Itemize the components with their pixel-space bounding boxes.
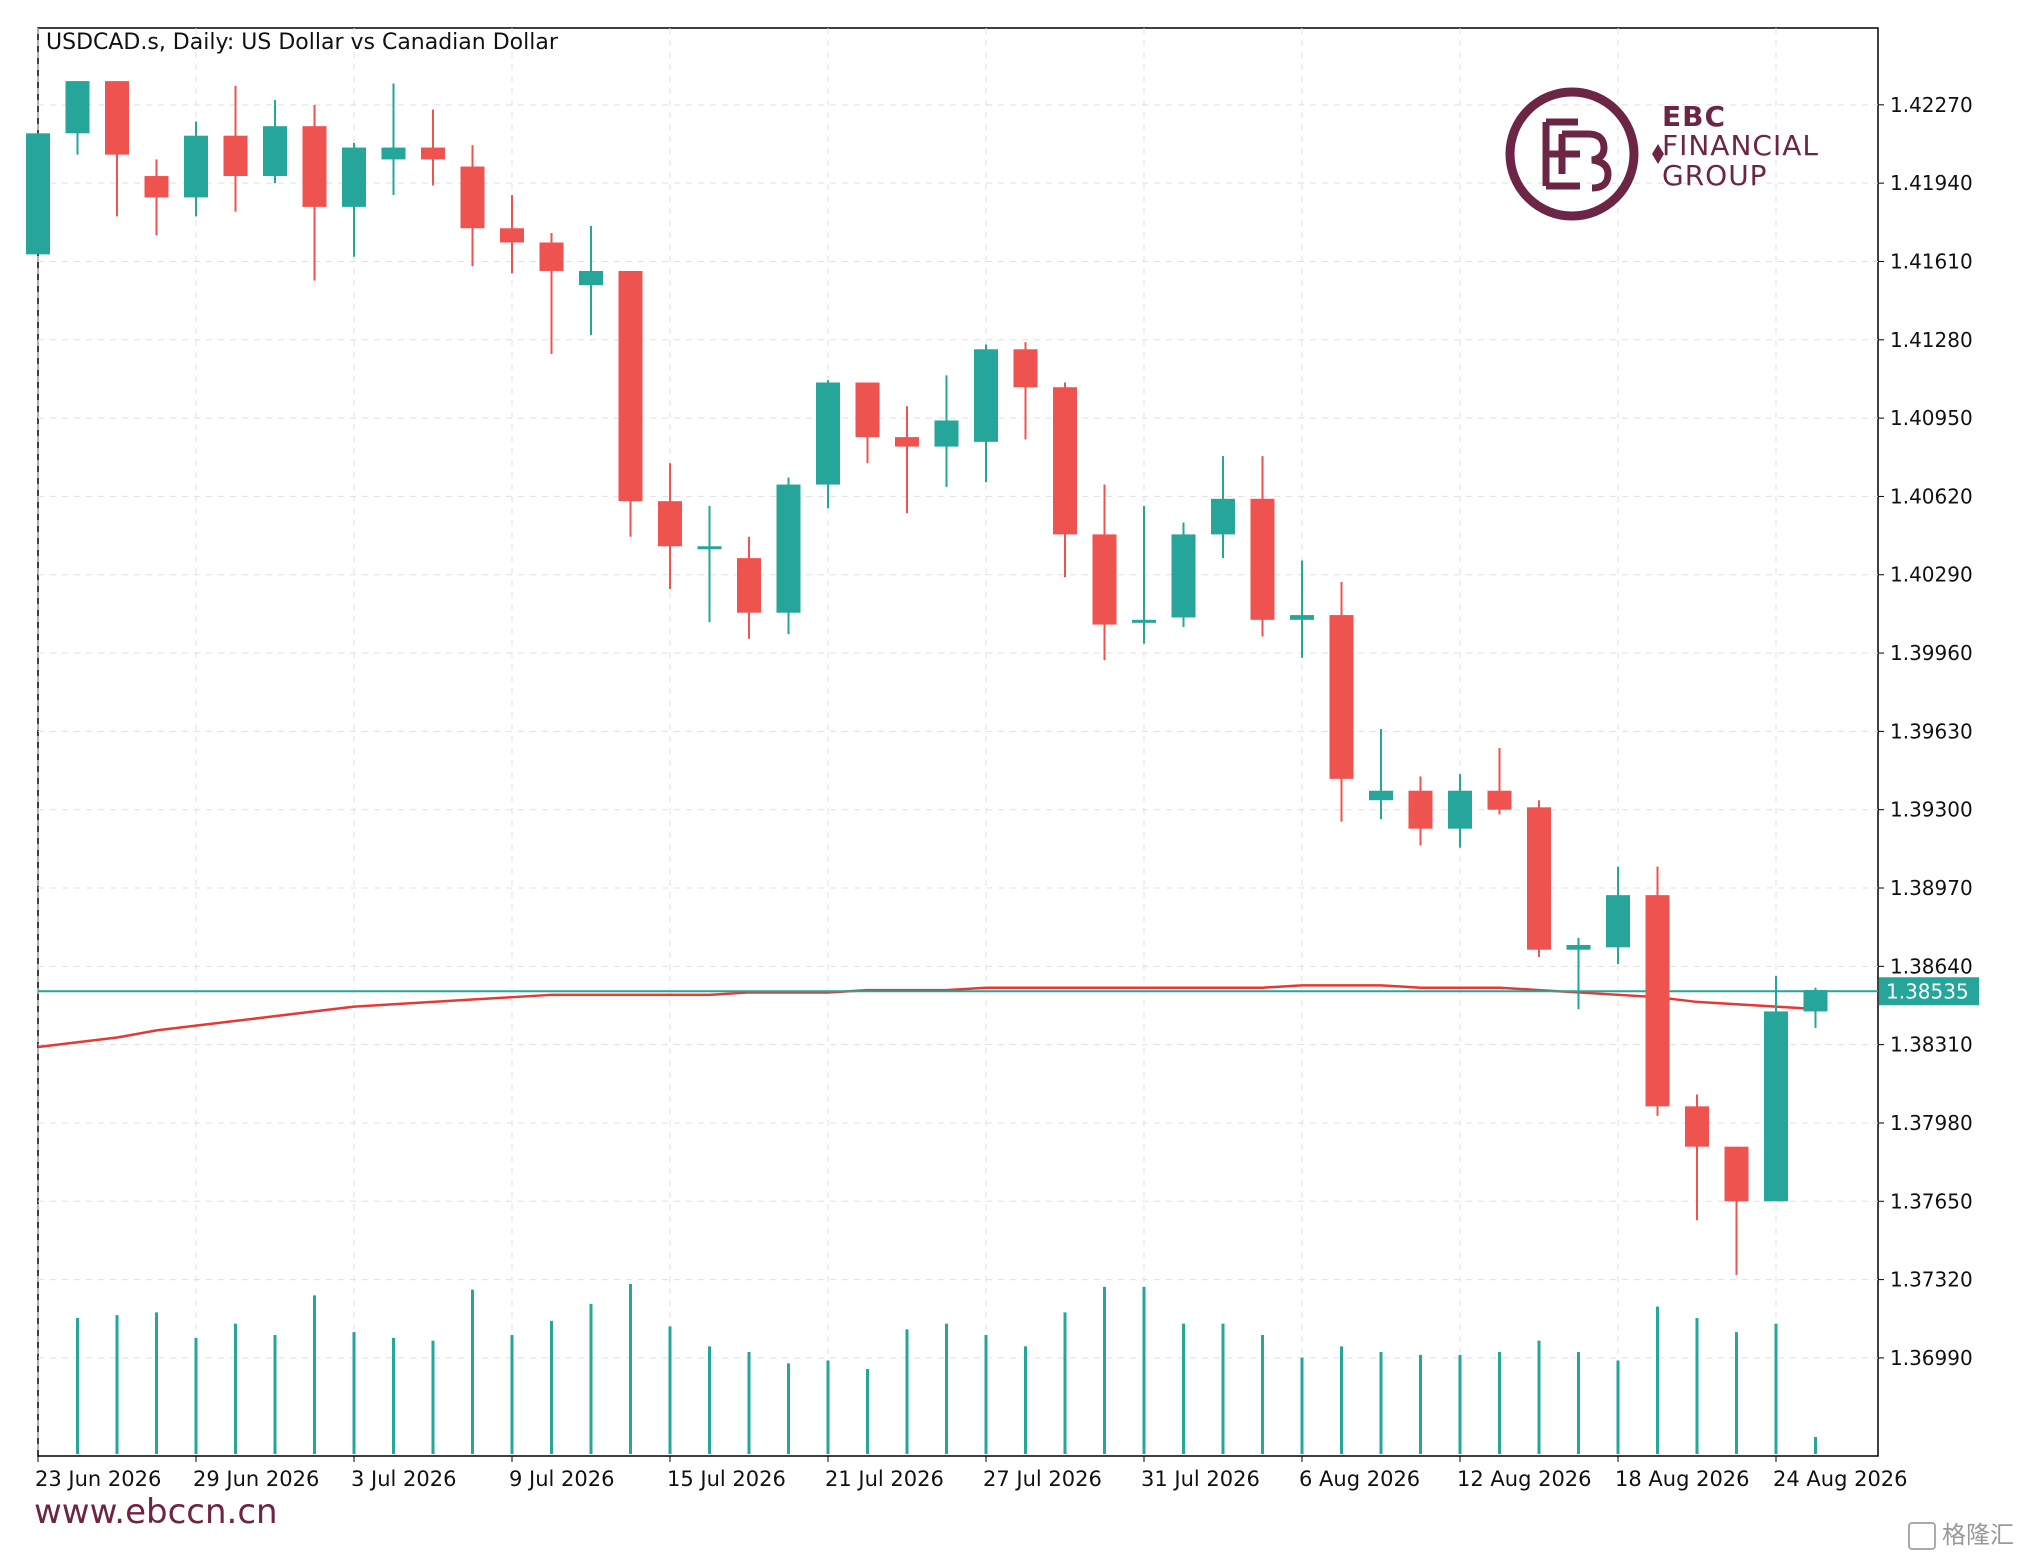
- candle-body: [816, 382, 840, 485]
- candle-body: [1685, 1106, 1709, 1147]
- corner-watermark: 格隆汇: [1908, 1515, 2014, 1550]
- candle-body: [1092, 534, 1117, 625]
- candle-body: [1013, 349, 1038, 388]
- y-tick-label: 1.40290: [1890, 563, 1973, 587]
- y-tick-label: 1.40950: [1890, 406, 1973, 430]
- candle-body: [1606, 895, 1630, 948]
- candle-body: [1764, 1011, 1788, 1202]
- candle-body: [658, 501, 682, 547]
- candle-body: [26, 133, 50, 255]
- candle-body: [421, 147, 445, 160]
- x-tick-label: 29 Jun 2026: [193, 1467, 319, 1491]
- website-url: www.ebccn.cn: [34, 1492, 278, 1532]
- candle-body: [1171, 534, 1196, 618]
- y-tick-label: 1.37650: [1890, 1189, 1973, 1213]
- y-tick-label: 1.37320: [1890, 1268, 1973, 1292]
- moving-average-line: [37, 984, 1816, 1049]
- candle-body: [1250, 498, 1275, 620]
- candle-body: [302, 126, 327, 207]
- candle-body: [1803, 990, 1828, 1012]
- logo-line-1: EBC: [1662, 100, 1727, 133]
- chart-title: USDCAD.s, Daily: US Dollar vs Canadian D…: [46, 30, 558, 55]
- candle-body: [184, 135, 208, 198]
- candle-body: [1645, 895, 1670, 1107]
- x-tick-label: 27 Jul 2026: [983, 1467, 1102, 1491]
- y-tick-label: 1.41280: [1890, 328, 1973, 352]
- candle-body: [1132, 619, 1156, 623]
- y-tick-label: 1.38970: [1890, 876, 1973, 900]
- x-tick-label: 15 Jul 2026: [667, 1467, 786, 1491]
- candle-body: [1448, 790, 1472, 829]
- x-tick-label: 9 Jul 2026: [509, 1467, 615, 1491]
- candle-body: [105, 81, 129, 155]
- ebc-logo-text: EBC FINANCIAL GROUP: [1662, 100, 1819, 192]
- y-tick-label: 1.38310: [1890, 1033, 1973, 1057]
- candle-body: [539, 242, 564, 271]
- y-tick-label: 1.41610: [1890, 249, 1973, 273]
- y-tick-label: 1.39960: [1890, 641, 1973, 665]
- candle-body: [1724, 1146, 1749, 1202]
- candle-body: [144, 176, 169, 198]
- candle-body: [855, 382, 880, 438]
- y-tick-label: 1.38640: [1890, 954, 1973, 978]
- logo-line-3: GROUP: [1662, 158, 1768, 192]
- y-tick-label: 1.42270: [1890, 93, 1973, 117]
- candle-body: [263, 126, 287, 177]
- plot-frame: [37, 27, 1879, 1457]
- y-tick-label: 1.41940: [1890, 171, 1973, 195]
- candle-body: [1527, 807, 1551, 950]
- candle-body: [737, 558, 761, 613]
- x-tick-label: 24 Aug 2026: [1773, 1467, 1908, 1491]
- candle-body: [579, 270, 603, 286]
- corner-watermark-text: 格隆汇: [1942, 1521, 2014, 1549]
- candle-body: [1329, 615, 1354, 779]
- candle-body: [1290, 615, 1314, 620]
- candle-body: [1211, 498, 1235, 535]
- x-tick-label: 12 Aug 2026: [1457, 1467, 1592, 1491]
- current-price-badge: [1879, 977, 1979, 1006]
- candle-body: [618, 270, 643, 502]
- x-tick-label: 21 Jul 2026: [825, 1467, 944, 1491]
- candle-body: [697, 546, 722, 550]
- x-tick-label: 23 Jun 2026: [35, 1467, 161, 1491]
- candle-body: [895, 437, 919, 447]
- logo-line-2: FINANCIAL: [1662, 129, 1819, 163]
- y-tick-label: 1.37980: [1890, 1111, 1973, 1135]
- y-tick-label: 1.40620: [1890, 484, 1973, 508]
- candle-body: [1566, 944, 1591, 950]
- ebc-logo-icon: [1505, 87, 1664, 221]
- candle-body: [1408, 790, 1433, 829]
- gelonghui-icon: [1908, 1522, 1936, 1550]
- current-price-label: 1.38535: [1886, 979, 1969, 1003]
- candle-body: [460, 166, 485, 229]
- x-tick-label: 18 Aug 2026: [1615, 1467, 1750, 1491]
- candle-body: [500, 228, 524, 243]
- y-tick-label: 1.36990: [1890, 1346, 1973, 1370]
- x-tick-label: 3 Jul 2026: [351, 1467, 457, 1491]
- candle-body: [974, 349, 998, 442]
- candle-body: [1487, 790, 1512, 810]
- candle-body: [381, 147, 406, 160]
- candle-body: [65, 81, 90, 134]
- candle-body: [934, 420, 959, 447]
- x-tick-label: 6 Aug 2026: [1299, 1467, 1420, 1491]
- candle-body: [342, 147, 366, 207]
- candle-body: [1053, 387, 1077, 535]
- y-tick-label: 1.39300: [1890, 798, 1973, 822]
- candle-body: [223, 135, 248, 177]
- candle-body: [776, 484, 801, 613]
- candle-body: [1369, 790, 1393, 801]
- y-tick-label: 1.39630: [1890, 719, 1973, 743]
- x-tick-label: 31 Jul 2026: [1141, 1467, 1260, 1491]
